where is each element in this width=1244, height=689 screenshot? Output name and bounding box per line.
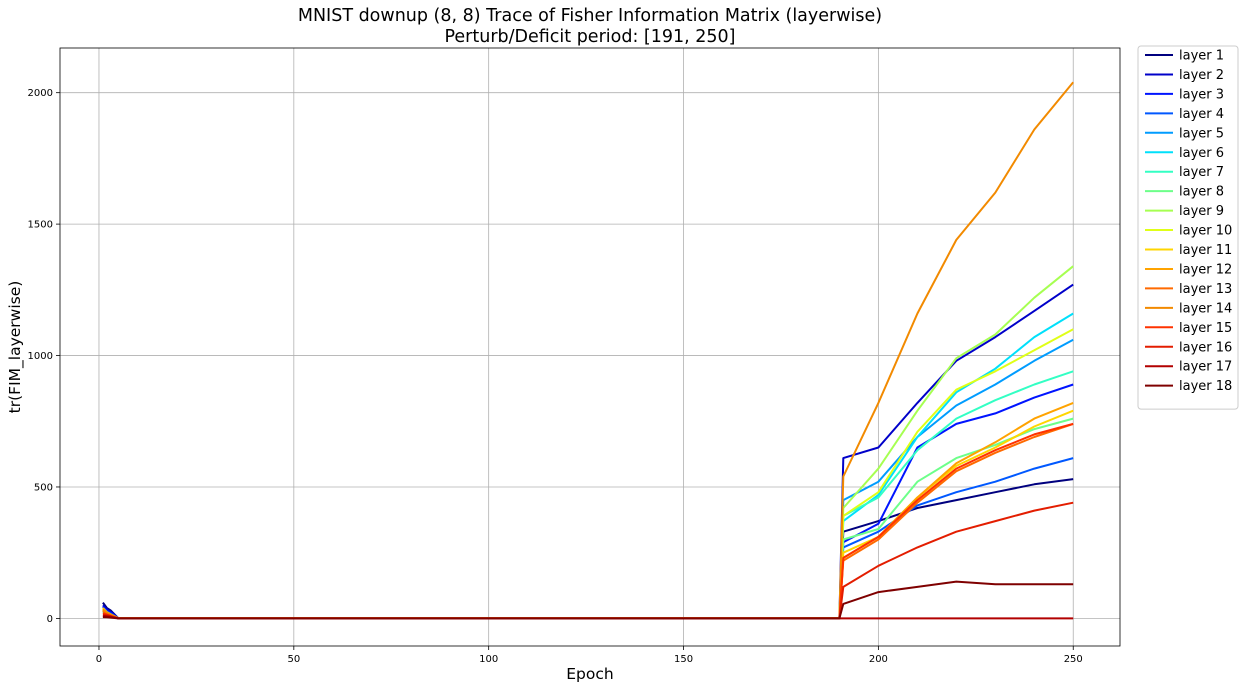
y-tick-label: 2000 <box>28 88 53 99</box>
x-tick-label: 100 <box>479 654 498 665</box>
series-line-layer-6 <box>102 312 1074 620</box>
legend-label: layer 10 <box>1179 224 1232 239</box>
legend-label: layer 7 <box>1179 165 1224 180</box>
legend-label: layer 17 <box>1179 360 1232 375</box>
series-line-layer-13 <box>102 422 1074 620</box>
legend-label: layer 14 <box>1179 301 1232 316</box>
series-line-layer-18 <box>102 580 1074 620</box>
legend-label: layer 1 <box>1179 49 1224 64</box>
legend-box <box>1137 45 1239 410</box>
x-tick-label: 200 <box>869 654 888 665</box>
y-tick-label: 1000 <box>28 351 53 362</box>
y-tick-label: 500 <box>34 482 53 493</box>
series-line-layer-3 <box>102 383 1074 620</box>
x-tick-label: 0 <box>96 654 102 665</box>
legend-label: layer 8 <box>1179 185 1224 200</box>
grid <box>60 48 1120 646</box>
y-tick-label: 0 <box>47 614 53 625</box>
x-axis-label: Epoch <box>566 665 613 683</box>
series-line-layer-2 <box>102 283 1074 620</box>
legend-label: layer 15 <box>1179 321 1232 336</box>
series-line-layer-8 <box>102 417 1074 620</box>
legend-label: layer 13 <box>1179 282 1232 297</box>
y-axis-label: tr(FIM_layerwise) <box>6 281 25 414</box>
legend-label: layer 9 <box>1179 204 1224 219</box>
legend-label: layer 18 <box>1179 379 1232 394</box>
series-line-layer-10 <box>102 328 1074 620</box>
legend-label: layer 2 <box>1179 68 1224 83</box>
series-line-layer-1 <box>102 478 1074 620</box>
legend: layer 1 layer 2 layer 3 layer 4 layer 5 layer… <box>1137 45 1239 410</box>
x-tick-label: 250 <box>1064 654 1083 665</box>
legend-label: layer 12 <box>1179 262 1232 277</box>
x-tick-label: 150 <box>674 654 693 665</box>
legend-label: layer 5 <box>1179 126 1224 141</box>
series-line-layer-14 <box>102 81 1074 620</box>
legend-label: layer 11 <box>1179 243 1232 258</box>
legend-label: layer 3 <box>1179 87 1224 102</box>
series-line-layer-5 <box>102 338 1074 620</box>
chart-title: MNIST downup (8, 8) Trace of Fisher Info… <box>298 6 882 26</box>
legend-label: layer 6 <box>1179 146 1224 161</box>
chart-subtitle: Perturb/Deficit period: [191, 250] <box>444 27 735 47</box>
series-line-layer-4 <box>102 457 1074 620</box>
series-line-layer-16 <box>102 501 1074 620</box>
legend-label: layer 4 <box>1179 107 1224 122</box>
x-tick-label: 50 <box>287 654 300 665</box>
axis-ticks: 0 50 100 150 200 250 0 500 1000 1500 2000 <box>28 88 1083 665</box>
y-tick-label: 1500 <box>28 220 53 231</box>
plot-series <box>102 81 1074 620</box>
plot-frame <box>59 47 1121 647</box>
series-line-layer-15 <box>102 422 1074 620</box>
legend-label: layer 16 <box>1179 340 1232 355</box>
